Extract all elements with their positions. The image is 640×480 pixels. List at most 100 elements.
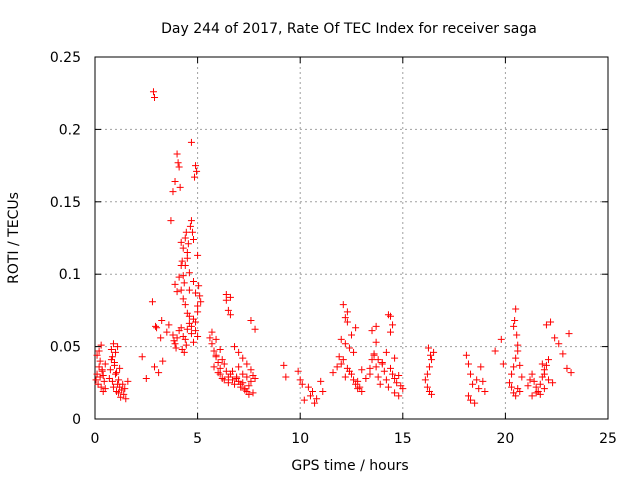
data-point	[100, 377, 108, 385]
data-point	[362, 374, 370, 382]
data-point	[237, 380, 245, 388]
data-point	[567, 369, 575, 377]
data-point	[311, 399, 319, 407]
data-point	[98, 367, 106, 375]
data-point	[97, 341, 105, 349]
data-point	[352, 324, 360, 332]
data-point	[157, 334, 165, 342]
data-point	[231, 380, 239, 388]
data-point	[92, 376, 100, 384]
data-point	[188, 228, 196, 236]
x-tick-label: 0	[91, 431, 100, 447]
y-tick-label: 0.05	[50, 340, 81, 356]
data-point	[97, 383, 105, 391]
data-point	[239, 370, 247, 378]
data-point	[540, 370, 548, 378]
data-point	[186, 222, 194, 230]
data-point	[216, 370, 224, 378]
data-point	[158, 317, 166, 325]
data-point	[239, 354, 247, 362]
data-point	[333, 363, 341, 371]
data-point	[119, 380, 127, 388]
data-point	[477, 363, 485, 371]
data-point	[196, 292, 204, 300]
data-point	[464, 392, 472, 400]
data-point	[384, 383, 392, 391]
data-point	[113, 369, 121, 377]
data-point	[151, 363, 159, 371]
data-point	[462, 351, 470, 359]
data-point	[247, 366, 255, 374]
data-point	[386, 328, 394, 336]
data-point	[247, 377, 255, 385]
data-point	[167, 217, 175, 225]
data-point	[194, 308, 202, 316]
data-point	[169, 188, 177, 196]
data-point	[358, 387, 366, 395]
data-point	[187, 138, 195, 146]
y-tick-label: 0.2	[59, 122, 81, 138]
data-point	[120, 390, 128, 398]
data-point	[471, 399, 479, 407]
data-point	[194, 251, 202, 259]
data-point	[184, 240, 192, 248]
data-point	[224, 306, 232, 314]
data-point	[469, 380, 477, 388]
data-point	[218, 356, 226, 364]
data-point	[228, 376, 236, 384]
data-point	[220, 360, 228, 368]
data-point	[425, 363, 433, 371]
data-point	[424, 344, 432, 352]
data-point	[393, 379, 401, 387]
data-point	[177, 324, 185, 332]
data-point	[93, 351, 101, 359]
data-point	[516, 361, 524, 369]
data-point	[231, 343, 239, 351]
data-point	[96, 373, 104, 381]
y-tick-label: 0.15	[50, 195, 81, 211]
data-point	[511, 317, 519, 325]
data-point	[512, 392, 520, 400]
data-point	[528, 370, 536, 378]
data-point	[153, 324, 161, 332]
data-point	[241, 386, 249, 394]
data-point	[197, 298, 205, 306]
data-point	[228, 367, 236, 375]
data-point	[174, 159, 182, 167]
data-point	[399, 385, 407, 393]
data-point	[339, 356, 347, 364]
data-point	[107, 356, 115, 364]
data-point	[475, 385, 483, 393]
data-point	[99, 372, 107, 380]
data-point	[112, 348, 120, 356]
data-point	[350, 348, 358, 356]
data-point	[192, 162, 200, 170]
data-point	[368, 356, 376, 364]
data-point	[423, 370, 431, 378]
data-point	[118, 386, 126, 394]
data-point	[559, 350, 567, 358]
data-point	[182, 341, 190, 349]
data-point	[473, 376, 481, 384]
data-point	[506, 379, 514, 387]
data-point	[178, 257, 186, 265]
data-point	[491, 347, 499, 355]
data-point	[563, 364, 571, 372]
data-point	[423, 383, 431, 391]
data-point	[304, 383, 312, 391]
data-point	[105, 374, 113, 382]
x-axis-label: GPS time / hours	[291, 458, 408, 474]
data-point	[114, 343, 122, 351]
data-point	[565, 330, 573, 338]
data-point	[337, 335, 345, 343]
data-point	[358, 366, 366, 374]
data-point	[212, 335, 220, 343]
data-point	[189, 338, 197, 346]
data-point	[542, 321, 550, 329]
data-point	[151, 94, 159, 102]
data-point	[497, 335, 505, 343]
data-point	[481, 387, 489, 395]
data-point	[171, 178, 179, 186]
data-point	[508, 370, 516, 378]
data-point	[181, 234, 189, 242]
